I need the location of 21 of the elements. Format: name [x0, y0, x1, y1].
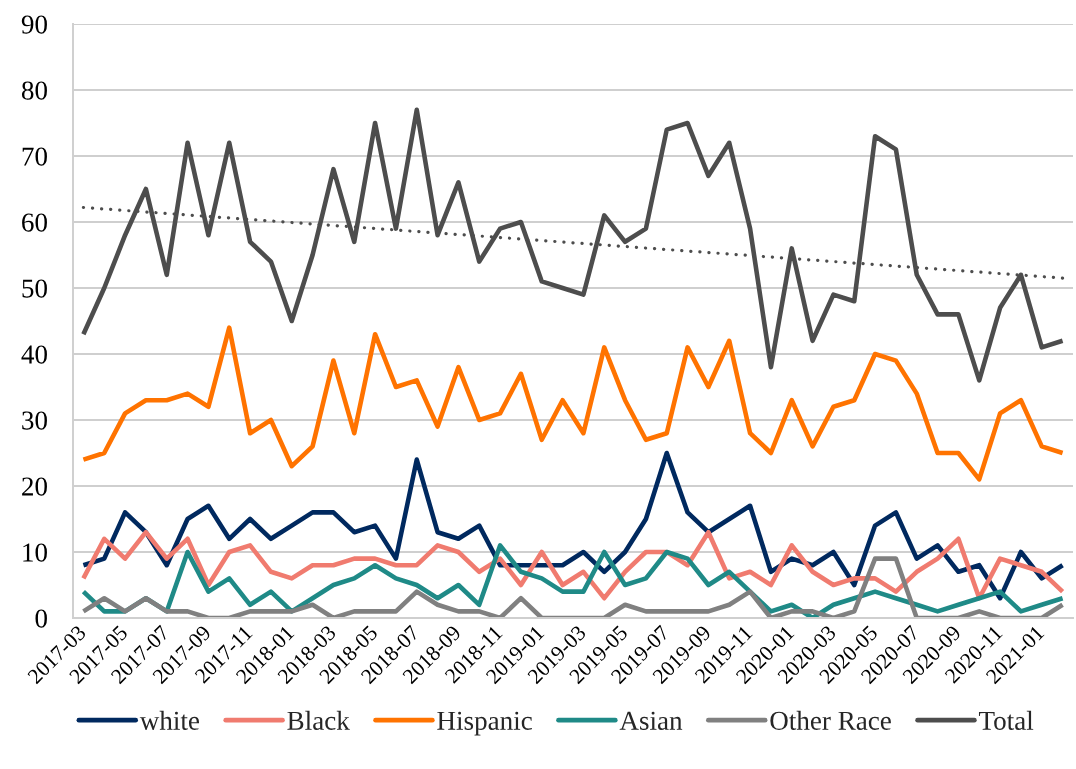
legend-label: Black [287, 710, 350, 730]
y-tick-label: 50 [22, 279, 47, 298]
line-series [81, 529, 1065, 601]
y-tick-label: 40 [21, 345, 47, 364]
legend-label: Asian [619, 711, 683, 730]
legend-label: Hispanic [437, 711, 532, 736]
y-tick-label: 70 [22, 147, 47, 166]
line-series [81, 325, 1065, 482]
y-tick-label: 10 [23, 543, 47, 562]
legend-label: Total [978, 710, 1034, 730]
y-tick-label: 60 [22, 213, 47, 232]
legend-label: white [139, 710, 200, 730]
y-tick-label: 0 [35, 609, 47, 628]
y-tick-label: 30 [22, 411, 47, 430]
line-series [81, 556, 1065, 618]
y-tick-label: 90 [21, 15, 47, 34]
line-series [81, 107, 1065, 383]
legend-label: Other Race [770, 710, 891, 730]
line-series [81, 543, 1065, 618]
y-tick-label: 20 [22, 477, 47, 496]
y-tick-label: 80 [21, 81, 47, 100]
